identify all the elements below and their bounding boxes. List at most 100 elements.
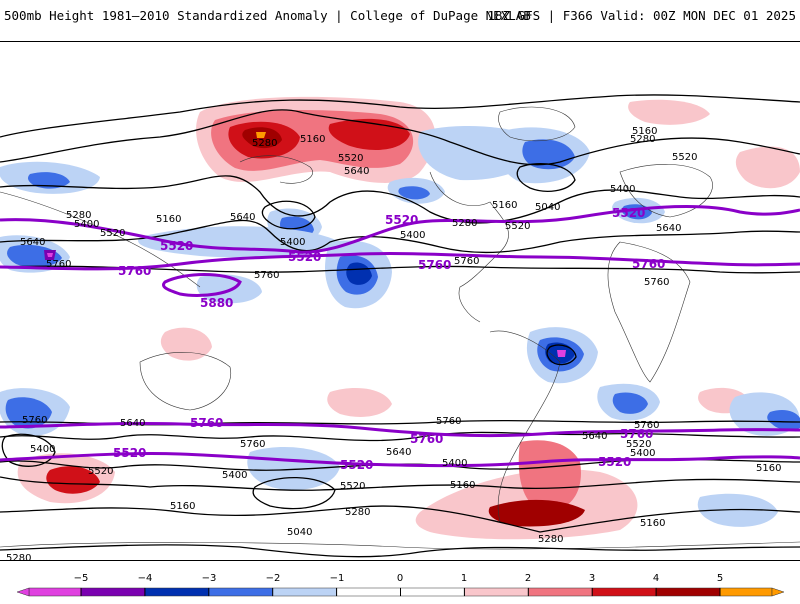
contour-low-south-pacific xyxy=(1,433,56,467)
positive-anomaly-shading xyxy=(17,96,800,540)
label-5640-e: 5640 xyxy=(120,418,145,429)
label-5640-a: 5640 xyxy=(20,237,45,248)
contour-5400-north xyxy=(0,175,800,224)
hlabel-5520-c: 5520 xyxy=(612,206,645,220)
colorbar: −5 −4 −3 −2 −1 0 1 2 3 4 5 xyxy=(0,570,800,600)
label-5760-a: 5760 xyxy=(46,259,71,270)
label-5280-a: 5280 xyxy=(252,138,277,149)
tick-pos2: 2 xyxy=(525,573,531,584)
contour-5400-south xyxy=(0,476,800,491)
label-5520-f: 5520 xyxy=(340,481,365,492)
label-5280-d: 5280 xyxy=(452,218,477,229)
label-5280-f: 5280 xyxy=(538,534,563,545)
colorbar-segment xyxy=(28,587,82,597)
tick-pos5: 5 xyxy=(717,573,723,584)
label-5160-b: 5160 xyxy=(632,126,657,137)
label-5760-c: 5760 xyxy=(454,256,479,267)
label-5640-b: 5640 xyxy=(230,212,255,223)
contour-5160-south xyxy=(0,544,800,558)
map-title: 500mb Height 1981–2010 Standardized Anom… xyxy=(4,8,531,23)
tick-zero: 0 xyxy=(397,573,403,584)
tick-neg2: −2 xyxy=(266,573,281,584)
label-5400-h: 5400 xyxy=(630,448,655,459)
anomaly-pos3-south-pacific xyxy=(46,466,100,494)
contour-5040-north-closed xyxy=(516,163,576,192)
tick-neg1: −1 xyxy=(330,573,345,584)
coast-south-america xyxy=(489,330,561,523)
contour-5280-north xyxy=(0,109,800,166)
label-5400-b: 5400 xyxy=(280,237,305,248)
coast-australia xyxy=(139,352,232,411)
label-5400-d: 5400 xyxy=(610,184,635,195)
label-5040-b: 5040 xyxy=(287,527,312,538)
anomaly-neg2-nz xyxy=(5,397,53,429)
hlabel-5520-a: 5520 xyxy=(160,239,193,253)
header: 500mb Height 1981–2010 Standardized Anom… xyxy=(0,0,800,30)
model-run-info: 18Z GFS | F366 Valid: 00Z MON DEC 01 202… xyxy=(487,8,796,23)
colorbar-segment xyxy=(144,587,210,597)
contour-low-north-pacific xyxy=(261,200,316,230)
label-5160-i: 5160 xyxy=(756,463,781,474)
anomaly-neg5-south-america xyxy=(557,350,566,357)
anomaly-neg5-west-center xyxy=(47,253,53,257)
highlight-5760-south xyxy=(0,421,800,438)
label-5400-f: 5400 xyxy=(222,470,247,481)
label-5640-d: 5640 xyxy=(656,223,681,234)
label-5040-a: 5040 xyxy=(535,202,560,213)
label-5280-b: 5280 xyxy=(66,210,91,221)
highlight-5880-closed xyxy=(162,273,242,297)
contour-5640-north xyxy=(0,219,800,254)
anomaly-neg3-central-pacific xyxy=(346,262,372,285)
label-5160-c: 5160 xyxy=(156,214,181,225)
hlabel-5520-e: 5520 xyxy=(113,446,146,460)
anomaly-neg2-far-east xyxy=(767,410,800,431)
contour-closed-south-america xyxy=(546,344,577,366)
highlight-contours xyxy=(0,205,800,468)
colorbar-segment xyxy=(272,587,337,597)
label-5400-a: 5400 xyxy=(74,219,99,230)
colorbar-segment xyxy=(719,587,773,597)
hlabel-5760-c: 5760 xyxy=(632,257,665,271)
colorbar-segment xyxy=(400,587,465,597)
hlabel-5520-d: 5520 xyxy=(288,250,321,264)
label-5640-f: 5640 xyxy=(386,447,411,458)
colorbar-svg: −5 −4 −3 −2 −1 0 1 2 3 4 5 xyxy=(16,573,785,597)
anomaly-neg1-antarctic xyxy=(697,493,778,527)
colorbar-segment xyxy=(528,587,593,597)
hlabel-5520-f: 5520 xyxy=(340,458,373,472)
colorbar-segment xyxy=(208,587,273,597)
colorbar-max-arrow xyxy=(771,587,785,597)
label-5760-d: 5760 xyxy=(644,277,669,288)
tick-neg5: −5 xyxy=(74,573,89,584)
colorbar-segment xyxy=(464,587,529,597)
label-5760-f: 5760 xyxy=(240,439,265,450)
label-5280-e: 5280 xyxy=(345,507,370,518)
label-5760-h: 5760 xyxy=(634,420,659,431)
label-5160-g: 5160 xyxy=(320,559,345,560)
colorbar-segments xyxy=(16,587,785,597)
colorbar-segment xyxy=(655,587,721,597)
coast-antarctica xyxy=(0,541,800,550)
tick-pos4: 4 xyxy=(653,573,659,584)
tick-neg3: −3 xyxy=(202,573,217,584)
anomaly-neg1-indian xyxy=(196,274,262,304)
label-5400-e: 5400 xyxy=(30,444,55,455)
hlabel-5760-a: 5760 xyxy=(118,264,151,278)
hlabel-5760-d: 5760 xyxy=(190,416,223,430)
highlight-5520-north xyxy=(0,205,800,254)
tick-neg4: −4 xyxy=(138,573,153,584)
label-5400-c: 5400 xyxy=(400,230,425,241)
anomaly-pos1-arctic-europe xyxy=(628,99,710,125)
label-5760-e: 5760 xyxy=(22,415,47,426)
label-5640-c: 5640 xyxy=(344,166,369,177)
highlight-labels: 5520 5520 5520 5520 5520 5520 5520 5760 … xyxy=(113,206,665,472)
contour-5040-closed xyxy=(252,476,336,510)
label-5160-d: 5160 xyxy=(492,200,517,211)
coast-north-america xyxy=(429,171,509,323)
colorbar-min-arrow xyxy=(16,587,30,597)
hlabel-5760-f: 5760 xyxy=(620,427,653,441)
label-5520-a: 5520 xyxy=(100,228,125,239)
highlight-5520-south xyxy=(0,452,800,468)
label-5280-g: 5280 xyxy=(6,553,31,560)
map-frame: 5160 5160 5160 5160 5160 5160 5160 5160 … xyxy=(0,41,800,561)
